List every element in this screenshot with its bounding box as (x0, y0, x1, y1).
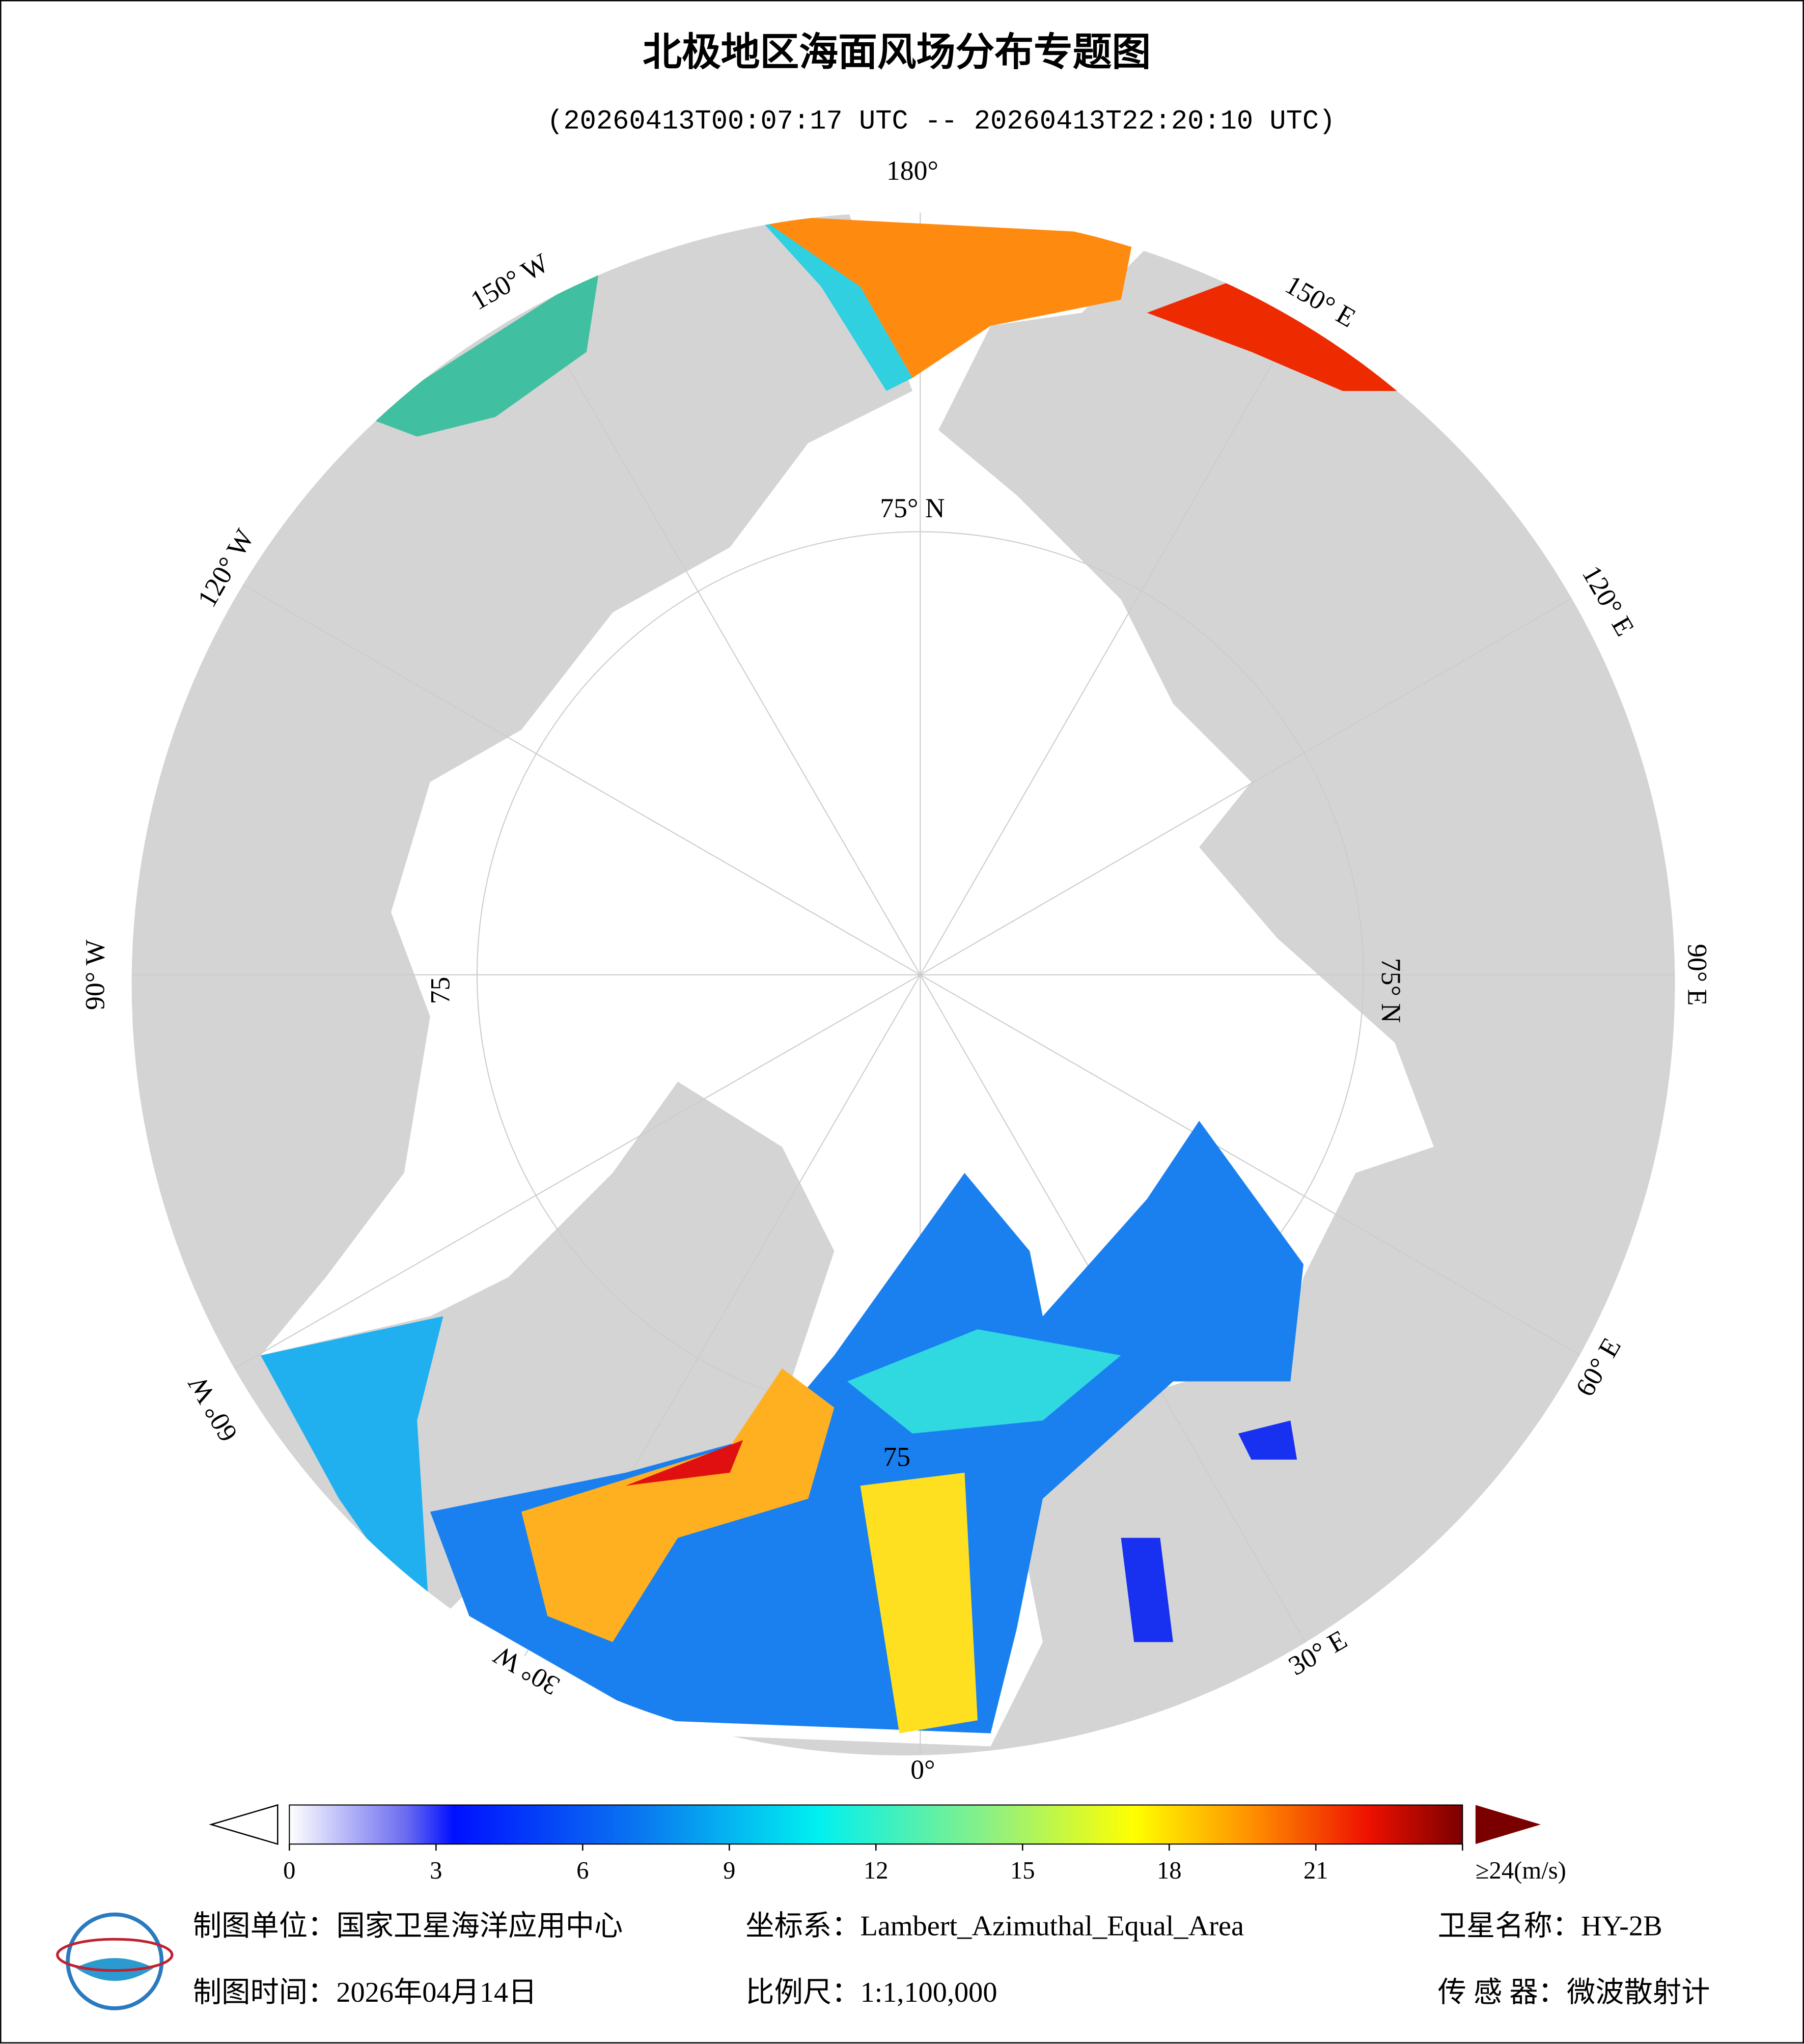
subtitle: (20260413T00:07:17 UTC -- 20260413T22:20… (547, 106, 1335, 137)
map (131, 212, 1675, 1756)
graticule-label: 90° E (1682, 944, 1713, 1006)
graticule-label: 75 (425, 977, 456, 1004)
graticule-label: 0° (910, 1754, 935, 1785)
footer-item: 制图单位：国家卫星海洋应用中心 (193, 1911, 623, 1942)
footer-item: 传 感 器：微波散射计 (1438, 1977, 1710, 2008)
footer-item: 比例尺：1:1,100,000 (745, 1977, 997, 2008)
colorbar-tick-label: 0 (283, 1857, 295, 1884)
logo (56, 1912, 174, 2010)
graticule-label: 75° N (1376, 958, 1406, 1023)
colorbar-over (1475, 1805, 1541, 1844)
title: 北极地区海面风场分布专题图 (643, 30, 1151, 75)
footer: 制图单位：国家卫星海洋应用中心 坐标系：Lambert_Azimuthal_Equ… (193, 1911, 1710, 2009)
colorbar-body (289, 1804, 1463, 1845)
colorbar-tick-label: 3 (430, 1857, 442, 1884)
wind-field (261, 215, 1408, 1733)
footer-item: 卫星名称：HY-2B (1438, 1911, 1662, 1942)
colorbar-tick-label: ≥24(m/s) (1476, 1857, 1566, 1884)
colorbar-tick-label: 9 (723, 1857, 735, 1884)
greenland-tip (613, 1303, 782, 1447)
colorbar-tick-label: 6 (576, 1857, 589, 1884)
colorbar-under (209, 1804, 279, 1845)
graticule-label: 180° (886, 155, 938, 186)
graticule-label: 75 (883, 1441, 910, 1472)
colorbar-tick-label: 21 (1303, 1857, 1328, 1884)
footer-item: 制图时间：2026年04月14日 (193, 1977, 537, 2008)
graticule-label: 90° W (79, 939, 110, 1010)
graticule-label: 75° N (880, 493, 945, 523)
colorbar: 0 3 6 9 12 15 18 21 ≥24(m/s) (209, 1804, 1566, 1884)
footer-item: 坐标系：Lambert_Azimuthal_Equal_Area (745, 1911, 1244, 1942)
colorbar-tick-label: 15 (1010, 1857, 1035, 1884)
colorbar-tick-label: 18 (1157, 1857, 1182, 1884)
colorbar-tick-label: 12 (864, 1857, 889, 1884)
